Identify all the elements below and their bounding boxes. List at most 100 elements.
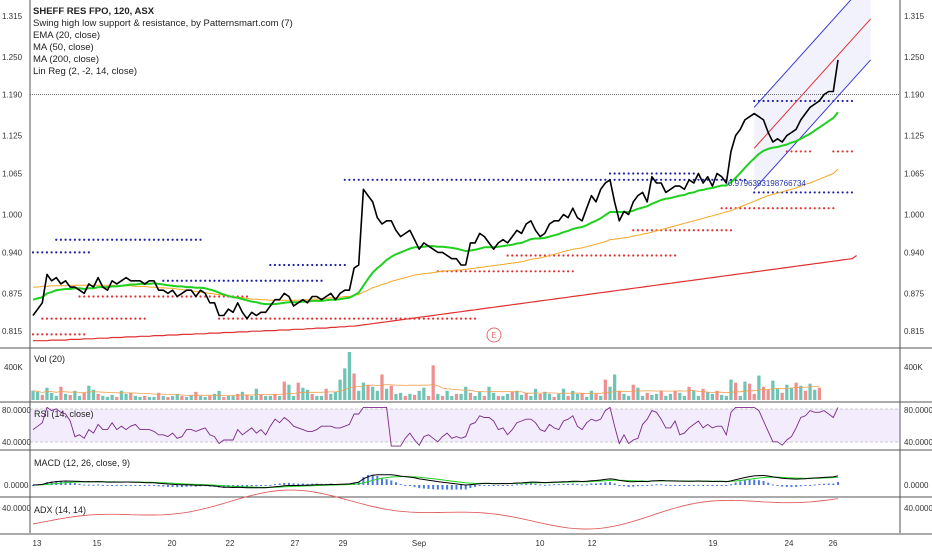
support-level-3-dot [297,317,300,320]
support-level-4-dot [548,270,551,273]
macd-histogram-bar [111,485,114,486]
support-level-0-dot [73,333,76,336]
macd-histogram-bar [599,482,602,485]
macd-histogram-bar [790,485,793,487]
support-level-3-dot [343,317,346,320]
support-level-1 [41,317,146,320]
resistance-level-4-dot [464,178,467,181]
macd-histogram-bar [478,485,481,486]
support-level-3-dot [329,317,332,320]
macd-histogram-bar [55,481,58,485]
y-tick-left-0: 1.315 [2,12,23,21]
support-level-7-dot [808,207,812,210]
resistance-level-1-dot [129,238,132,241]
support-level-3-dot [231,317,235,320]
support-level-5-dot [650,254,653,257]
support-level-4-dot [525,270,528,273]
volume-bar [408,393,412,400]
support-level-5-dot [664,254,667,257]
resistance-level-4-dot [594,178,598,181]
volume-bar [552,396,556,400]
macd-histogram-bar [664,484,667,486]
support-level-9-dot [850,150,854,153]
resistance-level-4-dot [571,178,574,181]
volume-bar [533,388,538,400]
support-level-6-dot [646,229,649,232]
support-level-3-dot [450,317,453,320]
support-level-4-dot [562,270,565,273]
resistance-level-6-dot [822,99,826,103]
adx-line [32,489,839,530]
support-level-5-dot [636,254,640,257]
resistance-level-3-dot [269,263,272,267]
support-level-7-dot [753,207,756,210]
macd-histogram-bar [83,484,86,486]
volume-bar [175,393,179,400]
volume-bar [515,390,519,400]
support-level-5-dot [622,254,626,257]
resistance-level-6-dot [771,99,774,103]
y-tick-right-3: 1.125 [904,132,925,141]
resistance-level-4-dot [646,178,649,181]
support-level-1-dot [64,317,67,320]
y-tick-left-7: 0.875 [2,289,23,298]
resistance-level-4-dot [432,178,435,181]
volume-bar [59,386,63,400]
support-level-3-dot [339,317,342,320]
support-level-5-dot [655,254,658,257]
volume-bar [63,393,68,400]
support-level-0 [31,333,86,336]
macd-histogram-bar [655,484,658,486]
volume-bar [236,393,240,400]
support-level-7-dot [781,207,784,210]
volume-bar [264,395,268,400]
support-level-3-dot [287,317,291,320]
support-level-1-dot [55,317,58,320]
macd-histogram-bar [711,485,714,486]
macd-histogram-bar [301,483,304,485]
support-level-8 [785,150,812,153]
support-level-3-dot [306,317,309,320]
macd-histogram-bar [422,485,425,489]
support-level-1-dot [97,317,100,320]
resistance-level-2-dot [218,279,221,282]
support-level-2-dot [152,295,156,298]
resistance-level-1-dot [176,238,179,241]
support-level-2-dot [124,295,128,298]
volume-bar [720,394,724,400]
support-level-6-dot [636,229,640,232]
resistance-level-2-dot [292,279,295,282]
support-level-2-dot [185,295,188,298]
indicator-ma200: MA (200, close) [33,54,99,65]
resistance-level-4-dot [613,178,616,181]
support-level-5-dot [585,254,588,257]
support-level-3-dot [446,317,449,320]
volume-bar [73,390,77,400]
volume-bar [226,395,231,400]
support-level-0-dot [64,333,67,336]
support-level-3-dot [385,317,388,320]
support-level-6-dot [715,229,719,232]
volume-bar [166,396,170,400]
support-level-4-dot [520,270,523,273]
x-tick-1: 15 [93,539,102,548]
y-tick-left-8: 0.815 [2,327,23,336]
regression-lower-line [753,59,871,190]
volume-bar [724,395,728,400]
support-level-5-dot [506,254,509,257]
x-tick-6: Sep [412,539,427,548]
support-level-5-dot [618,254,621,257]
resistance-level-3-dot [278,263,281,267]
volume-bar [329,393,333,400]
support-level-3-dot [366,317,370,320]
support-level-5-dot [553,254,556,257]
support-level-5-dot [525,254,528,257]
support-level-3-dot [418,317,421,320]
macd-histogram-bar [92,484,95,486]
support-level-0-dot [59,333,63,336]
macd-histogram-bar [50,481,53,485]
macd-histogram-bar [571,483,574,485]
resistance-level-6-dot [804,99,807,103]
macd-histogram-bar [622,485,625,487]
